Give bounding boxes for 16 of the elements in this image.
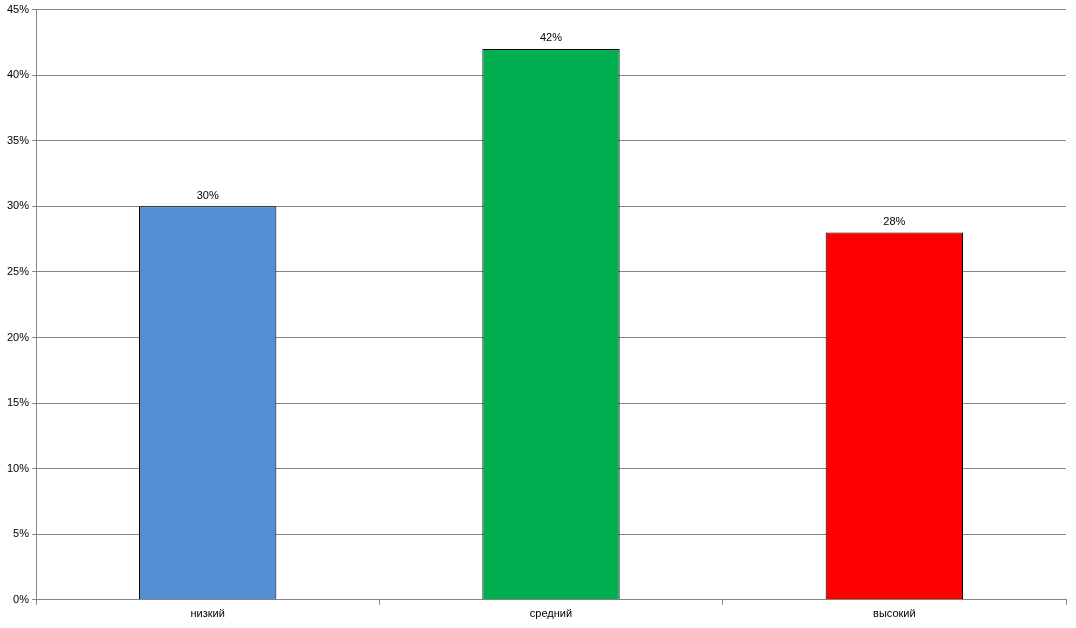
data-label: 28% bbox=[883, 215, 906, 228]
y-tick-label: 0% bbox=[13, 592, 30, 605]
y-tick-label: 20% bbox=[6, 330, 30, 343]
y-tick-label: 45% bbox=[6, 2, 30, 15]
x-tick-label: средний bbox=[529, 607, 573, 620]
y-tick-label: 40% bbox=[6, 68, 30, 81]
y-tick-label: 35% bbox=[6, 133, 30, 146]
y-tick-label: 5% bbox=[13, 527, 30, 540]
data-label: 30% bbox=[196, 188, 219, 201]
y-tick-label: 10% bbox=[6, 461, 30, 474]
y-tick-label: 25% bbox=[6, 264, 30, 277]
y-tick-label: 15% bbox=[6, 396, 30, 409]
x-tick-label: низкий bbox=[190, 607, 225, 620]
data-label: 42% bbox=[539, 31, 563, 44]
y-tick-label: 30% bbox=[6, 199, 30, 212]
x-tick-label: высокий bbox=[873, 607, 916, 620]
